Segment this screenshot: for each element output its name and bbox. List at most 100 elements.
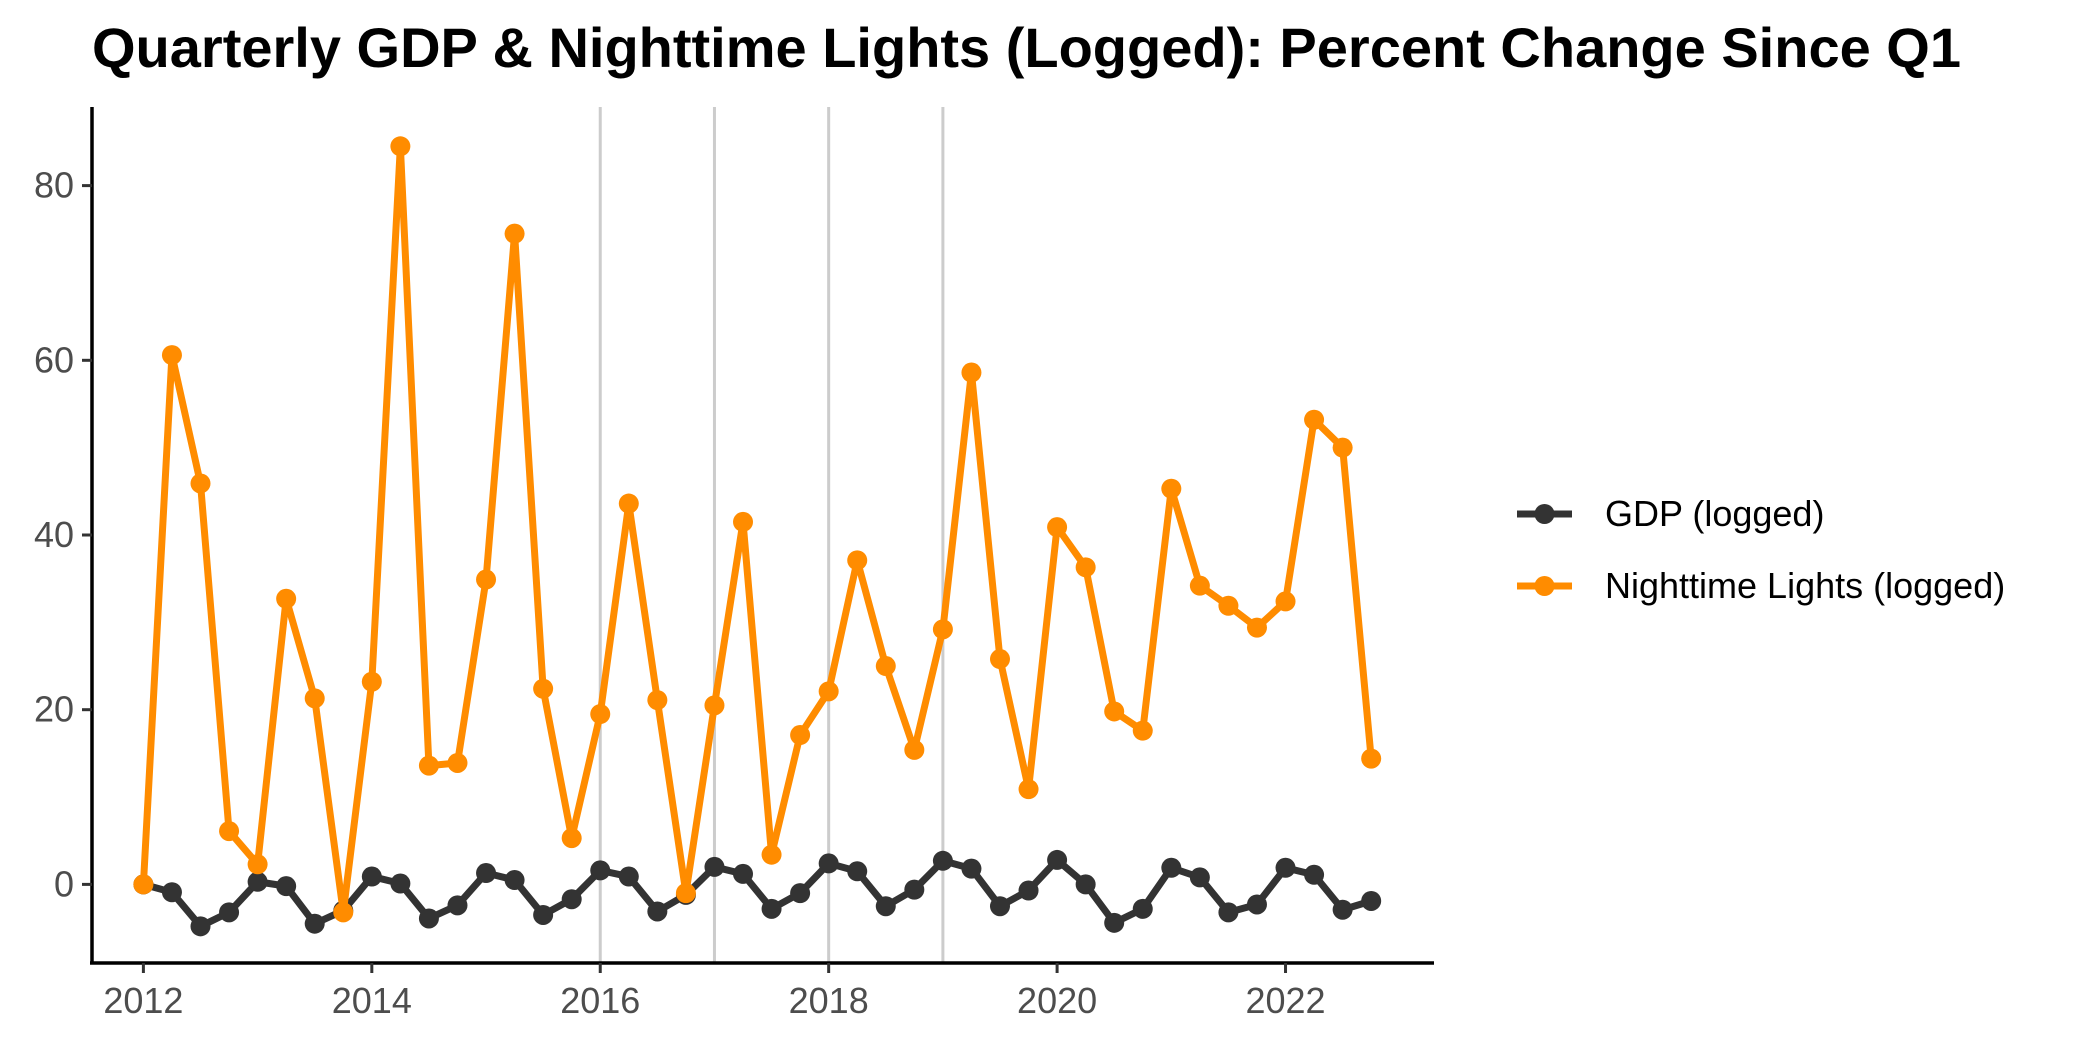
data-point-gdp — [618, 866, 639, 887]
legend-item-nighttime-lights: Nighttime Lights (logged) — [1517, 565, 2005, 606]
data-point-gdp — [961, 858, 982, 879]
data-point-gdp — [647, 901, 668, 922]
data-point-nighttime-lights — [561, 828, 582, 849]
data-point-nighttime-lights — [989, 649, 1010, 670]
data-point-gdp — [561, 889, 582, 910]
y-tick-label: 20 — [34, 689, 74, 730]
y-tick-label: 60 — [34, 339, 74, 380]
data-point-gdp — [219, 902, 240, 923]
data-point-gdp — [247, 871, 268, 892]
y-tick-label: 0 — [54, 863, 74, 904]
data-point-gdp — [447, 895, 468, 916]
data-point-nighttime-lights — [790, 725, 811, 746]
data-point-nighttime-lights — [1104, 701, 1125, 722]
data-point-gdp — [847, 861, 868, 882]
legend: GDP (logged) Nighttime Lights (logged) — [1517, 493, 2005, 606]
data-point-nighttime-lights — [219, 821, 240, 842]
data-point-nighttime-lights — [1075, 557, 1096, 578]
data-point-nighttime-lights — [1246, 617, 1267, 638]
data-point-gdp — [190, 916, 211, 937]
data-point-nighttime-lights — [1218, 595, 1239, 616]
data-point-gdp — [875, 896, 896, 917]
data-point-nighttime-lights — [704, 695, 725, 716]
legend-point-swatch — [1534, 576, 1555, 596]
chart-title: Quarterly GDP & Nighttime Lights (Logged… — [92, 16, 1961, 79]
data-point-nighttime-lights — [190, 473, 211, 494]
data-point-nighttime-lights — [761, 844, 782, 865]
x-tick-label: 2012 — [103, 980, 183, 1021]
data-point-gdp — [1018, 880, 1039, 901]
data-point-gdp — [1047, 849, 1068, 870]
data-point-nighttime-lights — [961, 362, 982, 383]
data-point-nighttime-lights — [533, 678, 554, 699]
data-point-gdp — [1361, 890, 1382, 911]
y-tick-label: 40 — [34, 514, 74, 555]
series-line-nighttime-lights — [139, 142, 1375, 916]
data-point-nighttime-lights — [1361, 748, 1382, 769]
data-point-gdp — [1104, 912, 1125, 933]
series-layer — [133, 136, 1382, 937]
data-point-nighttime-lights — [618, 493, 639, 514]
data-point-nighttime-lights — [647, 690, 668, 711]
reference-lines — [598, 107, 945, 963]
data-point-nighttime-lights — [390, 136, 411, 157]
x-tick-label: 2018 — [789, 980, 869, 1021]
data-point-nighttime-lights — [1161, 478, 1182, 499]
data-point-nighttime-lights — [818, 681, 839, 702]
x-tick-label: 2020 — [1017, 980, 1097, 1021]
data-point-nighttime-lights — [1275, 591, 1296, 612]
series-line-gdp — [139, 856, 1375, 930]
data-point-gdp — [989, 896, 1010, 917]
data-point-gdp — [276, 876, 297, 897]
data-point-nighttime-lights — [1189, 575, 1210, 596]
data-point-nighttime-lights — [904, 739, 925, 760]
data-point-nighttime-lights — [590, 704, 611, 725]
data-point-nighttime-lights — [1332, 437, 1353, 458]
data-point-nighttime-lights — [361, 671, 382, 692]
y-tick-label: 80 — [34, 165, 74, 206]
data-point-nighttime-lights — [476, 569, 497, 590]
x-tick-label: 2014 — [332, 980, 412, 1021]
data-point-nighttime-lights — [733, 511, 754, 532]
data-point-gdp — [704, 856, 725, 877]
data-point-nighttime-lights — [276, 588, 297, 609]
data-point-gdp — [1189, 867, 1210, 888]
data-point-nighttime-lights — [333, 902, 354, 923]
data-point-nighttime-lights — [675, 883, 696, 904]
data-point-gdp — [733, 863, 754, 884]
data-point-gdp — [504, 870, 525, 891]
data-point-nighttime-lights — [161, 345, 182, 366]
data-point-nighttime-lights — [847, 550, 868, 571]
data-point-gdp — [1161, 857, 1182, 878]
data-point-gdp — [390, 873, 411, 894]
data-point-gdp — [1304, 864, 1325, 885]
data-point-nighttime-lights — [133, 874, 154, 895]
data-point-nighttime-lights — [875, 656, 896, 677]
data-point-gdp — [304, 913, 325, 934]
data-point-gdp — [818, 853, 839, 874]
data-point-gdp — [590, 860, 611, 881]
data-point-gdp — [1218, 902, 1239, 923]
data-point-gdp — [418, 908, 439, 929]
data-point-gdp — [361, 866, 382, 887]
x-tick-label: 2022 — [1245, 980, 1325, 1021]
data-point-gdp — [761, 898, 782, 919]
x-axis-ticks: 2012 2014 2016 2018 2020 2022 — [103, 963, 1326, 1021]
data-point-nighttime-lights — [932, 619, 953, 640]
legend-label: Nighttime Lights (logged) — [1605, 565, 2005, 606]
data-point-nighttime-lights — [247, 854, 268, 875]
data-point-gdp — [904, 879, 925, 900]
data-point-nighttime-lights — [447, 752, 468, 773]
data-point-nighttime-lights — [1132, 720, 1153, 741]
data-point-nighttime-lights — [304, 688, 325, 709]
data-point-gdp — [1275, 857, 1296, 878]
data-point-gdp — [790, 883, 811, 904]
y-axis-ticks: 0 20 40 60 80 — [34, 165, 92, 904]
data-point-nighttime-lights — [1304, 409, 1325, 430]
x-tick-label: 2016 — [560, 980, 640, 1021]
data-point-nighttime-lights — [1018, 779, 1039, 800]
data-point-gdp — [1132, 898, 1153, 919]
data-point-gdp — [533, 904, 554, 925]
